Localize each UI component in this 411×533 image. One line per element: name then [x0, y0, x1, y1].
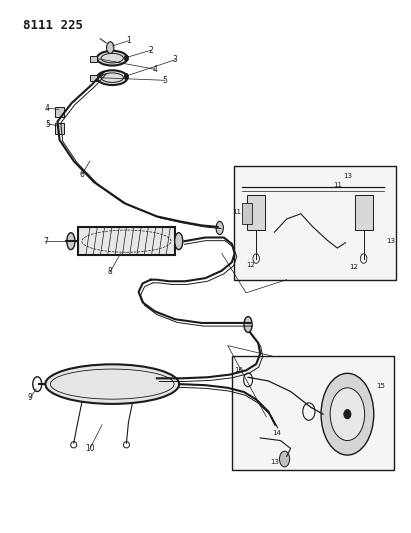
Text: 13: 13: [270, 459, 279, 465]
Ellipse shape: [97, 70, 127, 85]
Ellipse shape: [244, 317, 252, 333]
Bar: [234, 166, 396, 280]
Text: 13: 13: [343, 173, 352, 180]
Ellipse shape: [125, 55, 129, 61]
Ellipse shape: [330, 388, 365, 441]
Bar: [90, 75, 97, 81]
Text: 15: 15: [376, 383, 385, 389]
Text: 1: 1: [126, 36, 131, 45]
Text: 13: 13: [386, 238, 395, 244]
Ellipse shape: [216, 221, 223, 235]
Ellipse shape: [344, 409, 351, 419]
Text: 4: 4: [152, 64, 157, 74]
Ellipse shape: [321, 373, 374, 455]
Ellipse shape: [175, 233, 183, 249]
Bar: [355, 195, 372, 230]
Ellipse shape: [106, 42, 114, 53]
Text: 11: 11: [232, 209, 241, 215]
Bar: [78, 228, 175, 255]
Text: 12: 12: [349, 264, 358, 270]
Ellipse shape: [279, 451, 290, 467]
Bar: [55, 107, 64, 117]
Text: 6: 6: [79, 169, 84, 179]
Text: 12: 12: [246, 262, 255, 268]
Text: 8: 8: [108, 267, 113, 276]
Ellipse shape: [67, 233, 75, 249]
Bar: [232, 356, 394, 470]
Text: 5: 5: [162, 76, 167, 85]
Text: 2: 2: [148, 46, 153, 55]
Ellipse shape: [272, 421, 283, 440]
Ellipse shape: [97, 51, 127, 66]
Text: 8111 225: 8111 225: [23, 19, 83, 31]
Text: 11: 11: [333, 182, 342, 188]
Ellipse shape: [45, 365, 179, 404]
Ellipse shape: [270, 417, 285, 443]
Text: 16: 16: [234, 367, 243, 373]
Text: 10: 10: [85, 444, 95, 453]
Ellipse shape: [125, 74, 129, 80]
Bar: [55, 123, 64, 134]
Text: 3: 3: [173, 55, 178, 64]
Text: 7: 7: [43, 237, 48, 246]
Text: 9: 9: [28, 393, 33, 402]
Text: 5: 5: [45, 119, 50, 128]
Text: 14: 14: [272, 430, 281, 437]
Bar: [242, 203, 252, 224]
Bar: [90, 55, 97, 62]
Text: 4: 4: [45, 104, 50, 113]
Bar: [247, 195, 265, 230]
